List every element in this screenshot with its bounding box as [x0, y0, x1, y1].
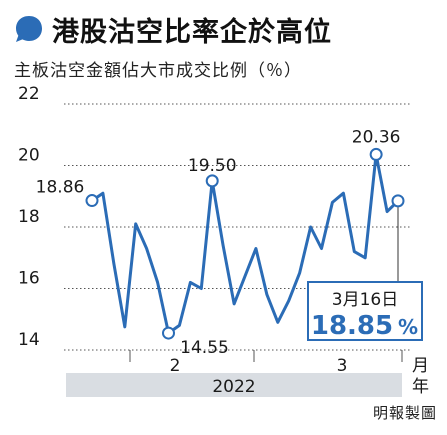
data-point-marker — [391, 194, 405, 208]
callout-value: 18.85 — [311, 311, 393, 341]
y-tick-label: 22 — [18, 84, 40, 104]
data-point-marker — [369, 147, 383, 161]
data-label: 19.50 — [188, 156, 237, 176]
chart-header: 港股沽空比率企於高位 — [14, 10, 332, 48]
x-tick-label: 2 — [170, 356, 181, 376]
year-band — [66, 373, 402, 397]
series-line — [90, 152, 400, 335]
y-tick-label: 16 — [18, 269, 40, 289]
y-tick-label: 18 — [18, 207, 40, 227]
byline: 明報製圖 — [372, 404, 437, 422]
x-tick-label: 3 — [337, 356, 348, 376]
data-point-marker — [205, 174, 219, 188]
data-point-marker — [162, 326, 175, 340]
data-point-marker — [85, 194, 99, 208]
data-label: 20.36 — [352, 127, 401, 147]
callout-unit: % — [398, 315, 418, 339]
chart-subtitle: 主板沽空金額佔大市成交比例（％） — [14, 61, 302, 81]
speech-bubble-icon — [16, 16, 42, 42]
y-tick-label: 14 — [18, 330, 40, 350]
data-label: 18.86 — [36, 178, 85, 198]
data-label: 14.55 — [180, 338, 229, 358]
year-unit-label: 年 — [412, 377, 429, 397]
chart-title: 港股沽空比率企於高位 — [52, 16, 332, 48]
y-tick-label: 20 — [18, 146, 40, 166]
callout-box — [307, 281, 423, 341]
callout-date: 3月16日 — [332, 290, 398, 310]
year-label: 2022 — [212, 377, 255, 397]
x-unit-label: 月 — [412, 356, 429, 376]
